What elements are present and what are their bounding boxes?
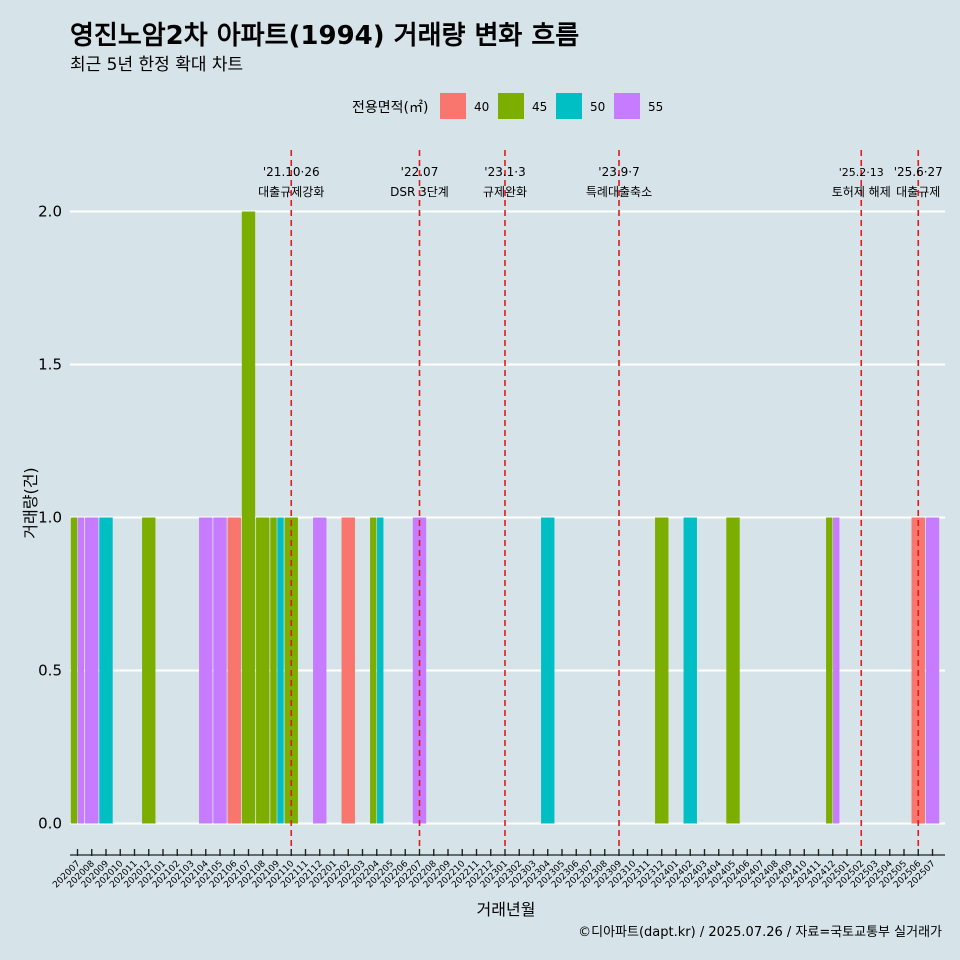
bar-202204-45 — [370, 517, 377, 824]
bar-202007-55 — [77, 517, 85, 824]
event-date-0: '21.10·26 — [263, 165, 320, 179]
legend-label-45: 45 — [532, 100, 547, 114]
caption: ©디아파트(dapt.kr) / 2025.07.26 / 자료=국토교통부 실… — [578, 925, 942, 940]
legend-key-55 — [614, 93, 640, 119]
bar-202507-55 — [925, 517, 940, 824]
legend-title: 전용면적(㎡) — [352, 100, 428, 116]
event-label-4: 토허제 해제 — [832, 185, 891, 199]
event-label-0: 대출규제강화 — [258, 185, 324, 199]
y-tick-label: 0.0 — [38, 815, 62, 833]
bar-202106-40 — [227, 517, 241, 824]
bar-202009-50 — [99, 517, 113, 824]
bar-202007-45 — [70, 517, 78, 824]
bar-202012-45 — [142, 517, 156, 824]
legend-key-40 — [440, 93, 466, 119]
y-tick-label: 2.0 — [38, 203, 62, 221]
event-date-3: '23.9·7 — [598, 165, 639, 179]
chart-title: 영진노암2차 아파트(1994) 거래량 변화 흐름 — [70, 21, 579, 51]
legend-label-50: 50 — [590, 100, 605, 114]
bar-202105-55 — [213, 517, 227, 824]
event-label-1: DSR 3단계 — [390, 185, 449, 199]
event-date-2: '23.1·3 — [484, 165, 525, 179]
y-tick-label: 0.5 — [38, 662, 62, 680]
legend-label-40: 40 — [474, 100, 489, 114]
x-axis-title: 거래년월 — [477, 900, 536, 919]
legend-label-55: 55 — [648, 100, 663, 114]
bar-202202-40 — [341, 517, 355, 824]
y-tick-label: 1.5 — [38, 356, 62, 374]
bar-202312-45 — [655, 517, 669, 824]
event-label-3: 특례대출축소 — [586, 185, 652, 199]
bar-202108-45 — [256, 517, 270, 824]
event-label-2: 규제완화 — [483, 185, 527, 199]
chart-subtitle: 최근 5년 한정 확대 차트 — [70, 55, 243, 75]
bar-202107-45 — [241, 211, 256, 824]
bar-202405-45 — [726, 517, 740, 824]
event-date-5: '25.6·27 — [894, 165, 943, 179]
legend-key-50 — [556, 93, 582, 119]
bar-202412-45 — [826, 517, 833, 824]
bar-202104-55 — [199, 517, 213, 824]
event-date-4: '25.2·13 — [839, 166, 884, 179]
legend-key-45 — [498, 93, 524, 119]
event-date-1: '22.07 — [401, 165, 439, 179]
bar-202109-45 — [270, 517, 277, 824]
bar-202412-55 — [833, 517, 840, 824]
bar-202112-55 — [313, 517, 327, 824]
bar-202204-50 — [377, 517, 384, 824]
bar-202402-50 — [683, 517, 697, 824]
bar-202304-50 — [541, 517, 555, 824]
event-label-5: 대출규제 — [896, 185, 940, 199]
bar-202008-55 — [85, 517, 99, 824]
y-tick-label: 1.0 — [38, 509, 62, 527]
legend: 전용면적(㎡) 40 45 50 55 — [352, 93, 663, 119]
bar-202109-50 — [277, 517, 284, 824]
y-axis-title: 거래량(건) — [21, 467, 40, 538]
